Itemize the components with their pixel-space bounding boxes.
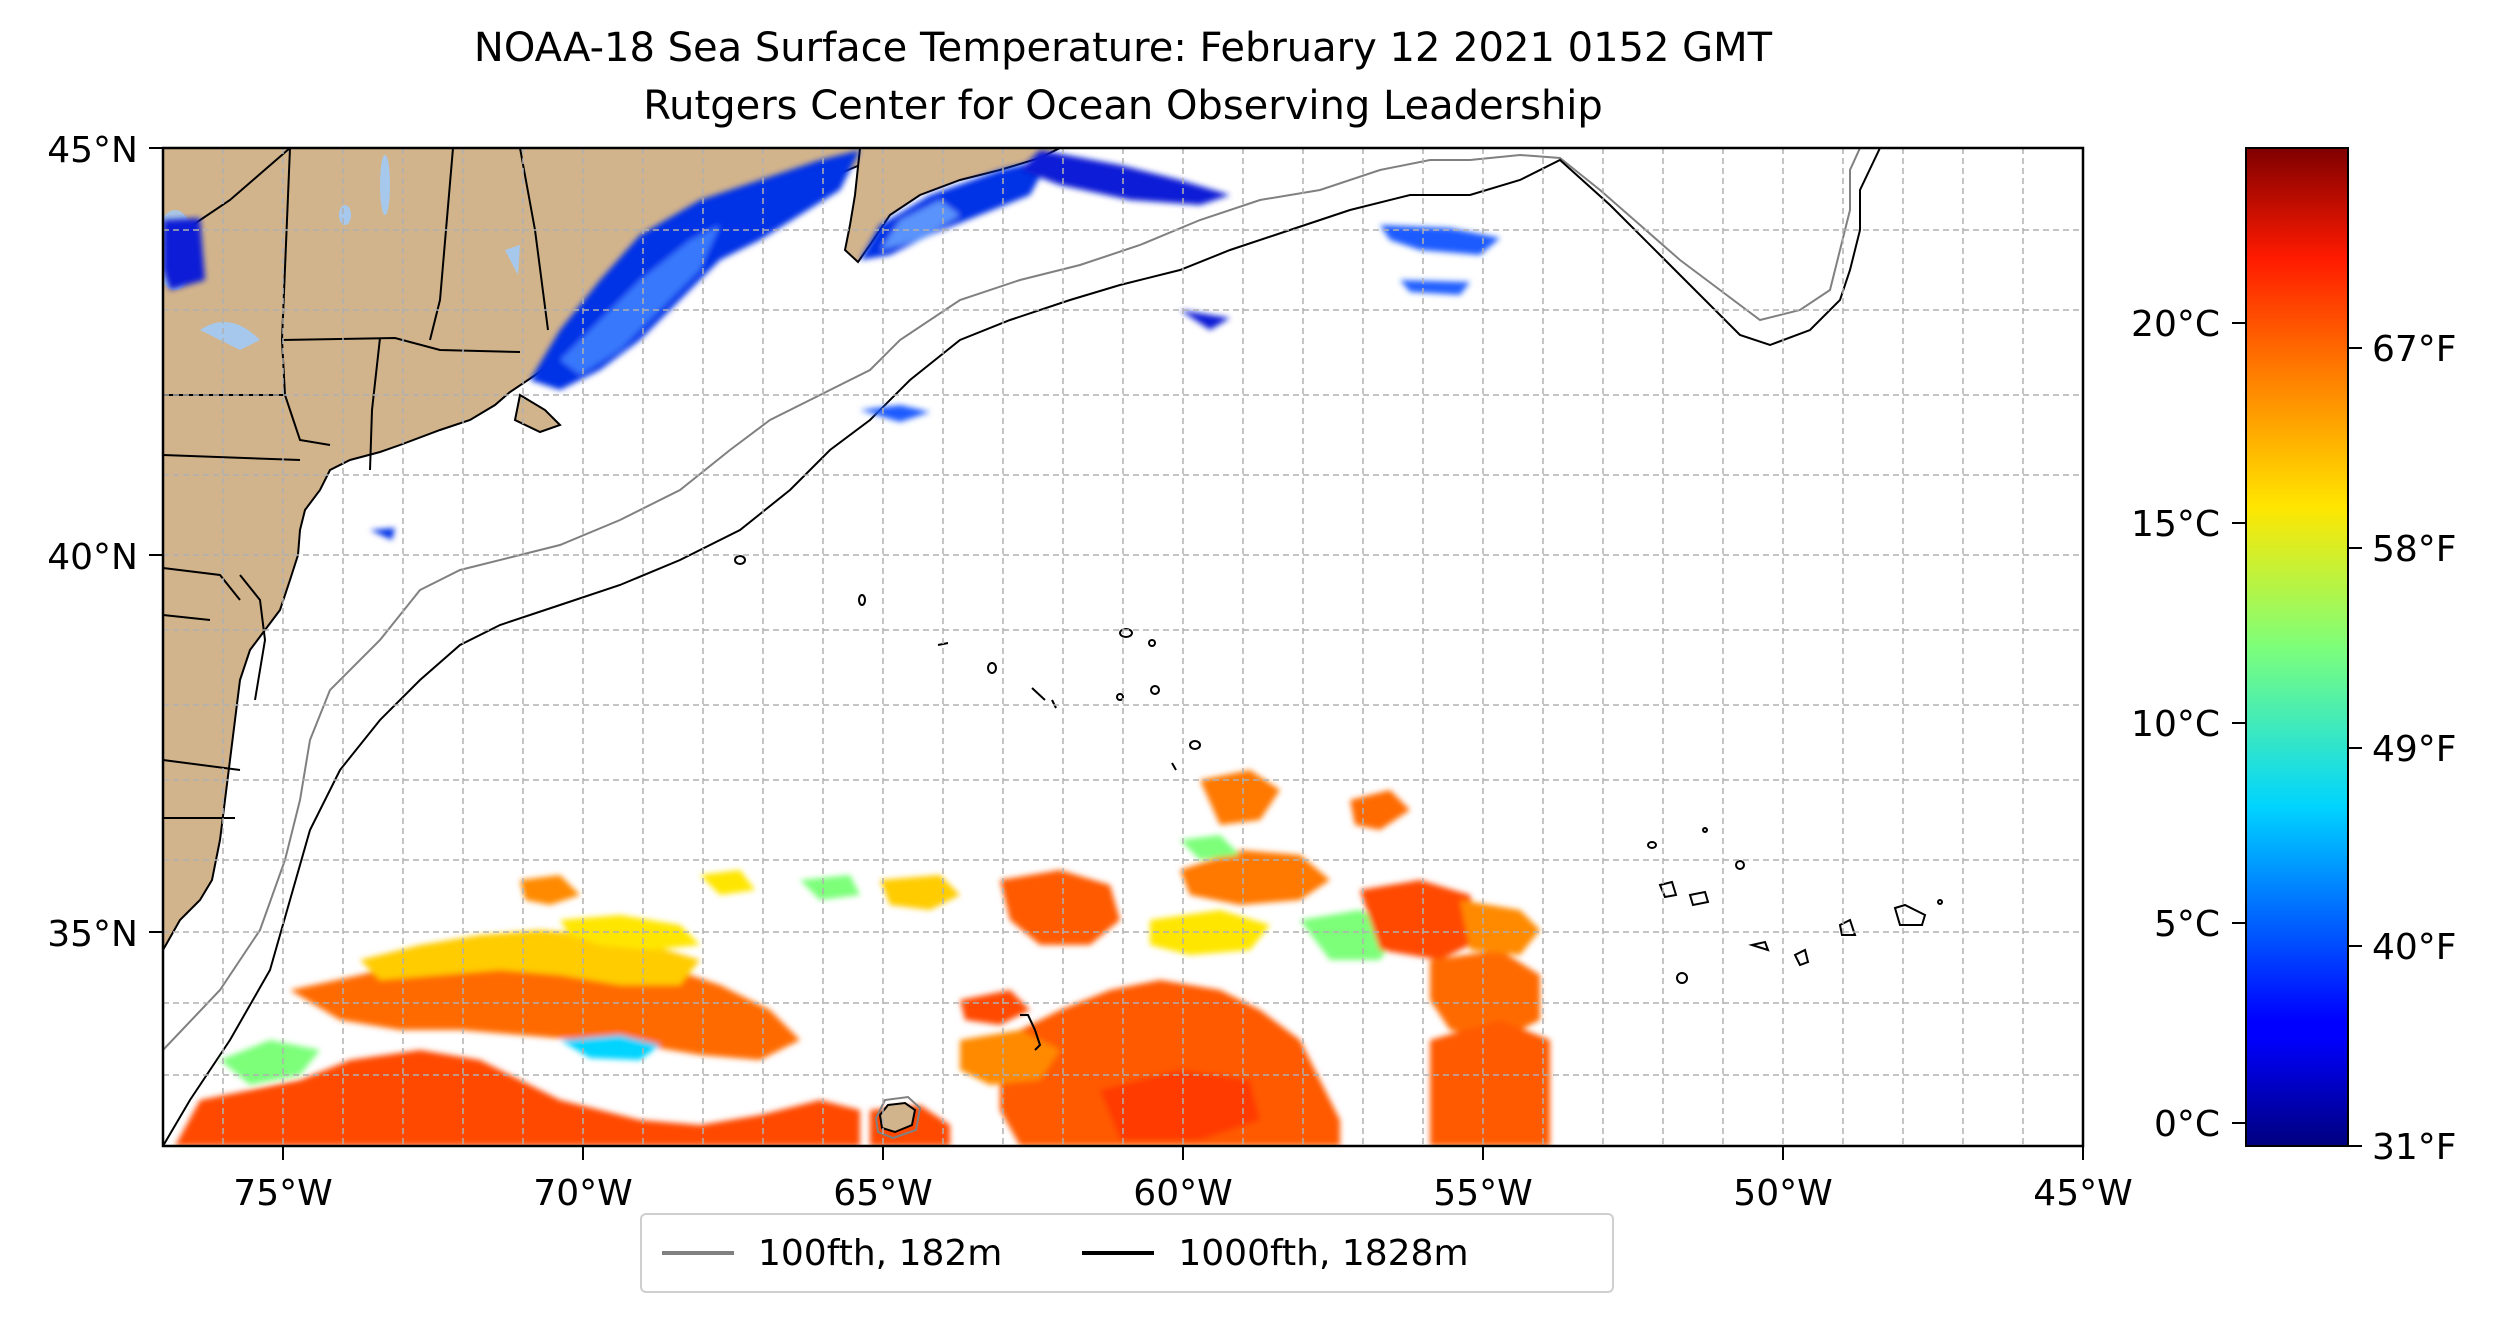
celsius-tick-label: 0°C [2154,1104,2220,1145]
celsius-tick-label: 20°C [2131,304,2220,345]
celsius-tick-label: 10°C [2131,704,2220,745]
legend-label: 100fth, 182m [758,1232,1003,1274]
lon-tick-label: 65°W [833,1173,932,1214]
fahrenheit-tick-label: 31°F [2372,1127,2457,1168]
colorbar [2245,147,2349,1147]
lat-tick-label: 40°N [47,537,138,578]
legend-item-1000fth: 1000fth, 1828m [1082,1232,1469,1274]
map-title: NOAA-18 Sea Surface Temperature: Februar… [473,25,1773,71]
sst-cold-water [163,150,1500,540]
celsius-tick-label: 15°C [2131,504,2220,545]
celsius-tick-label: 5°C [2154,904,2220,945]
fahrenheit-tick-label: 67°F [2372,329,2457,370]
lon-tick-label: 50°W [1733,1173,1832,1214]
sst-warm-water [175,770,1550,1146]
map-subtitle: Rutgers Center for Ocean Observing Leade… [643,83,1603,129]
map-legend: 100fth, 182m 1000fth, 1828m [640,1213,1614,1293]
fahrenheit-tick-label: 40°F [2372,927,2457,968]
contour-100fth [163,148,1861,1051]
lon-tick-label: 60°W [1133,1173,1232,1214]
lon-tick-label: 55°W [1433,1173,1532,1214]
legend-line-swatch [662,1251,734,1255]
contour-1000fth [163,148,1881,1146]
lon-tick-label: 75°W [233,1173,332,1214]
land-bermuda [878,1101,917,1134]
legend-item-100fth: 100fth, 182m [662,1233,1002,1274]
lat-tick-label: 45°N [47,130,138,171]
legend-label: 1000fth, 1828m [1178,1232,1469,1274]
fahrenheit-tick-label: 49°F [2372,729,2457,770]
lon-tick-label: 45°W [2033,1173,2132,1214]
lon-tick-label: 70°W [533,1173,632,1214]
lat-tick-label: 35°N [47,914,138,955]
fahrenheit-tick-label: 58°F [2372,529,2457,570]
legend-line-swatch [1082,1251,1155,1255]
